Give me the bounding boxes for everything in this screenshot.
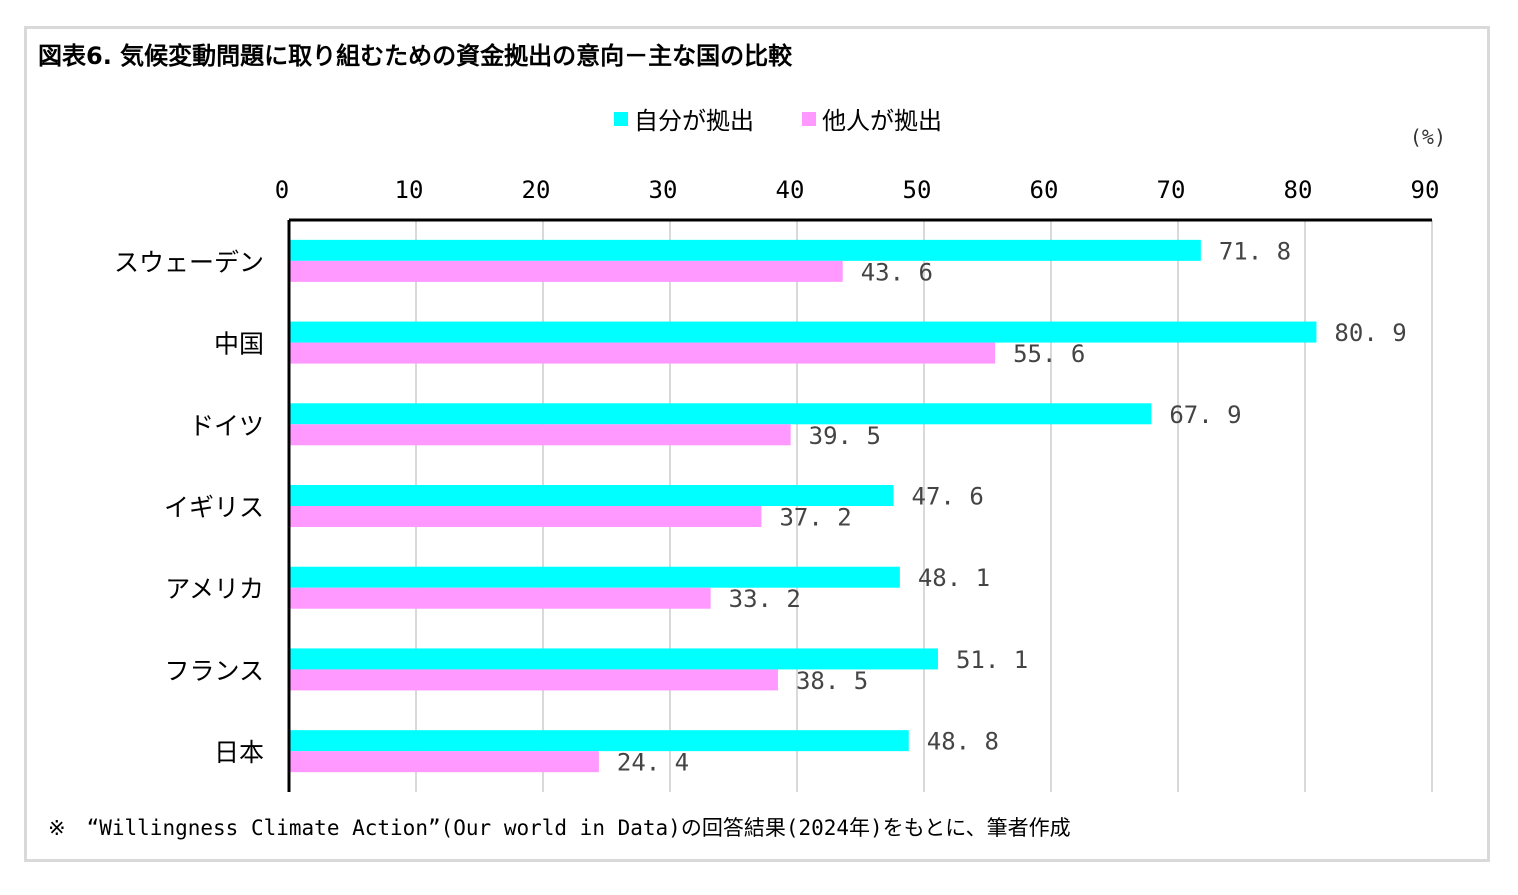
bar xyxy=(289,239,1201,261)
value-labels: 71. 8 43. 6 80. 9 55. 6 67. 9 39. 5 47. 6 37. 2… xyxy=(617,237,1407,776)
bar xyxy=(289,751,599,773)
legend: 自分が拠出 他人が拠出 xyxy=(614,107,942,135)
tick-label: 10 xyxy=(395,176,424,204)
bar xyxy=(289,260,843,282)
tick-label: 40 xyxy=(776,176,805,204)
x-axis-ticks: 0 10 20 30 40 50 60 70 80 90 xyxy=(275,176,1440,204)
legend-label: 自分が拠出 xyxy=(634,107,754,135)
source-note: ※ “Willingness Climate Action”(Our world… xyxy=(48,816,1071,840)
value-label: 51. 1 xyxy=(956,646,1028,674)
value-label: 71. 8 xyxy=(1219,237,1291,265)
value-label: 47. 6 xyxy=(912,483,984,511)
tick-label: 90 xyxy=(1411,176,1440,204)
bar xyxy=(289,566,900,588)
unit-label: (%) xyxy=(1410,125,1446,149)
value-label: 33. 2 xyxy=(729,585,801,613)
category-label: ドイツ xyxy=(189,411,264,440)
tick-label: 60 xyxy=(1030,176,1059,204)
category-label: フランス xyxy=(164,656,264,685)
category-label: 日本 xyxy=(214,738,264,767)
legend-swatch xyxy=(614,112,628,126)
bar xyxy=(289,321,1317,343)
chart-title: 図表6. 気候変動問題に取り組むための資金拠出の意向－主な国の比較 xyxy=(38,42,793,70)
bar xyxy=(289,424,791,446)
category-label: 中国 xyxy=(214,330,264,359)
bar xyxy=(289,587,711,609)
value-label: 39. 5 xyxy=(809,422,881,450)
bar xyxy=(289,730,909,752)
value-label: 67. 9 xyxy=(1169,401,1241,429)
value-label: 38. 5 xyxy=(796,667,868,695)
bar xyxy=(289,485,894,506)
value-label: 43. 6 xyxy=(861,258,933,286)
bar xyxy=(289,506,762,527)
gridlines xyxy=(415,220,1433,792)
value-label: 48. 1 xyxy=(918,564,990,592)
legend-label: 他人が拠出 xyxy=(822,107,942,135)
value-label: 55. 6 xyxy=(1013,340,1085,368)
tick-label: 50 xyxy=(903,176,932,204)
value-label: 80. 9 xyxy=(1334,319,1406,347)
bar xyxy=(289,342,996,364)
bar xyxy=(289,648,938,670)
value-label: 48. 8 xyxy=(927,728,999,756)
category-label: スウェーデン xyxy=(114,248,264,277)
bar xyxy=(289,669,778,691)
category-label: アメリカ xyxy=(165,575,264,604)
legend-swatch xyxy=(802,112,816,126)
bar xyxy=(289,403,1152,425)
tick-label: 70 xyxy=(1157,176,1186,204)
value-label: 37. 2 xyxy=(779,504,851,532)
tick-label: 80 xyxy=(1284,176,1313,204)
value-label: 24. 4 xyxy=(617,749,689,777)
bars xyxy=(289,239,1317,773)
chart-frame xyxy=(24,26,1490,862)
tick-label: 20 xyxy=(522,176,551,204)
axes xyxy=(287,218,1432,792)
tick-label: 0 xyxy=(275,176,289,204)
tick-label: 30 xyxy=(649,176,678,204)
category-label: イギリス xyxy=(164,493,264,522)
